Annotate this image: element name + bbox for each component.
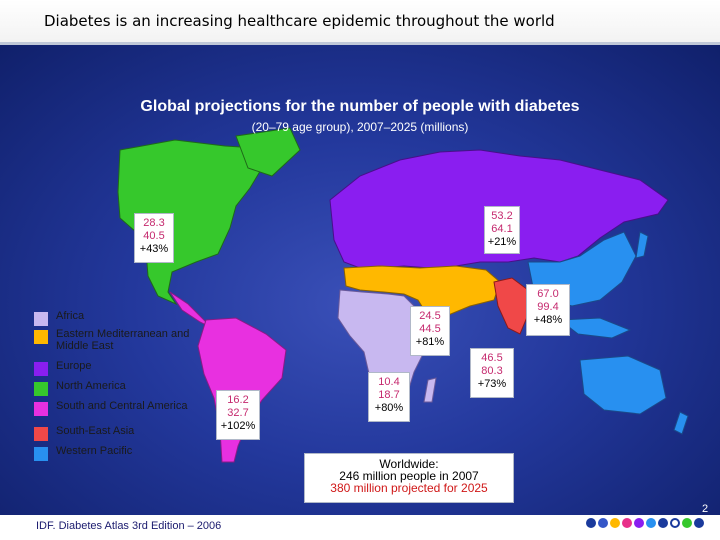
- worldwide-summary: Worldwide: 246 million people in 2007 38…: [304, 453, 514, 503]
- europe-2025-value: 64.1: [491, 223, 513, 235]
- africa-2007-value: 10.4: [378, 376, 400, 388]
- africa-change: +80%: [374, 402, 404, 414]
- nav-dot: [598, 518, 608, 528]
- legend-label: Africa: [56, 310, 85, 322]
- region-japan: [635, 231, 649, 259]
- nav-dot: [694, 518, 704, 528]
- callout-south-east-asia: 46.5 80.3 +73%: [470, 348, 514, 398]
- callout-europe: 53.2 64.1 +21%: [484, 206, 520, 254]
- europe-2007-value: 53.2: [491, 210, 513, 222]
- south-east-asia-2007-value: 46.5: [481, 352, 503, 364]
- region-madagascar: [423, 377, 437, 403]
- legend-swatch: [34, 362, 48, 376]
- region-eastern-mediterranean: [343, 265, 501, 317]
- legend-swatch: [34, 312, 48, 326]
- nav-dot: [622, 518, 632, 528]
- nav-dot: [634, 518, 644, 528]
- source-citation: IDF. Diabetes Atlas 3rd Edition – 2006: [36, 520, 222, 532]
- south-central-america-2007-value: 16.2: [227, 394, 249, 406]
- callout-western-pacific: 67.0 99.4 +48%: [526, 284, 570, 336]
- nav-dot: [610, 518, 620, 528]
- slide-header: Diabetes is an increasing healthcare epi…: [0, 0, 720, 45]
- north-america-change: +43%: [139, 243, 169, 255]
- south-central-america-change: +102%: [220, 420, 256, 432]
- legend-label: South-East Asia: [56, 425, 135, 437]
- region-south-east-asia: [493, 277, 531, 335]
- western-pacific-2007-value: 67.0: [537, 288, 559, 300]
- legend-label: North America: [56, 380, 126, 392]
- nav-dot: [646, 518, 656, 528]
- nav-dot: [682, 518, 692, 528]
- worldwide-2025: 380 million projected for 2025: [330, 481, 488, 495]
- callout-south-central-america: 16.2 32.7 +102%: [216, 390, 260, 440]
- south-east-asia-change: +73%: [477, 378, 507, 390]
- header-divider: [0, 42, 720, 45]
- nav-dot: [586, 518, 596, 528]
- legend-label: Western Pacific: [56, 445, 133, 457]
- legend-swatch: [34, 402, 48, 416]
- page-number: 2: [702, 503, 709, 515]
- callout-eastern-mediterranean: 24.5 44.5 +81%: [410, 306, 450, 356]
- map-subtitle: (20–79 age group), 2007–2025 (millions): [251, 120, 469, 134]
- europe-change: +21%: [487, 236, 517, 248]
- legend-label: Eastern Mediterranean and Middle East: [56, 328, 190, 352]
- legend-swatch: [34, 447, 48, 461]
- legend-swatch: [34, 427, 48, 441]
- region-greenland: [235, 127, 301, 177]
- nav-dot: [658, 518, 668, 528]
- region-south-east-islands: [558, 317, 632, 339]
- legend-swatch: [34, 330, 48, 344]
- south-east-asia-2025-value: 80.3: [481, 365, 503, 377]
- western-pacific-2025-value: 99.4: [537, 301, 559, 313]
- callout-africa: 10.4 18.7 +80%: [368, 372, 410, 422]
- legend-label: South and Central America: [56, 400, 188, 412]
- eastern-mediterranean-2025-value: 44.5: [419, 323, 441, 335]
- africa-2025-value: 18.7: [378, 389, 400, 401]
- south-central-america-2025-value: 32.7: [227, 407, 249, 419]
- region-new-zealand: [673, 411, 689, 435]
- worldwide-2007: 246 million people in 2007: [339, 469, 479, 483]
- legend-swatch: [34, 382, 48, 396]
- worldwide-heading: Worldwide:: [379, 457, 439, 471]
- legend-label: Europe: [56, 360, 92, 372]
- eastern-mediterranean-change: +81%: [415, 336, 445, 348]
- nav-dot: [670, 518, 680, 528]
- map-title: Global projections for the number of peo…: [140, 98, 580, 115]
- region-australia: [579, 355, 667, 415]
- north-america-2025-value: 40.5: [143, 230, 165, 242]
- slide-title: Diabetes is an increasing healthcare epi…: [44, 12, 555, 30]
- callout-north-america: 28.3 40.5 +43%: [134, 213, 174, 263]
- eastern-mediterranean-2007-value: 24.5: [419, 310, 441, 322]
- western-pacific-change: +48%: [533, 314, 563, 326]
- north-america-2007-value: 28.3: [143, 217, 165, 229]
